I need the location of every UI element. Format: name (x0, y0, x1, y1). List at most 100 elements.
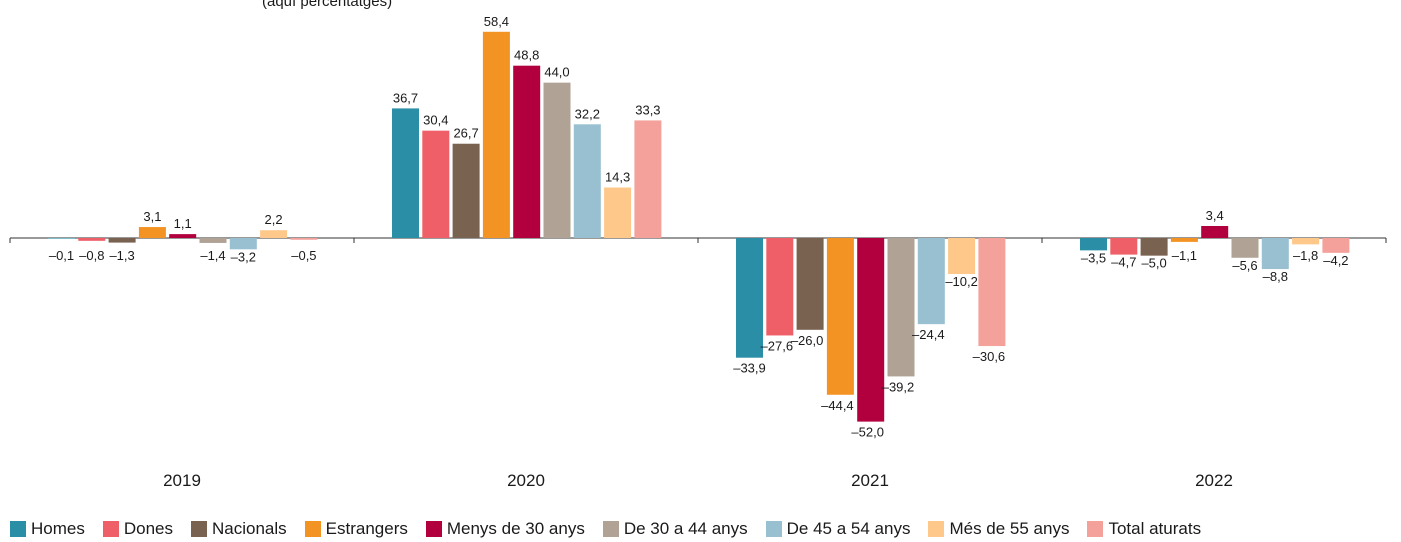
bar (452, 143, 480, 238)
legend-label: Dones (123, 519, 173, 538)
legend-item: Menys de 30 anys (425, 519, 585, 539)
data-label: –0,1 (49, 248, 74, 263)
legend-item: Nacionals (191, 519, 287, 539)
bar-chart: 2019 –0,1 –0,8 –1,3 3,1 1,1 –1,4 –3,2 2,2 –0,5 202… (9, 14, 1387, 490)
data-label: –1,3 (109, 248, 134, 263)
legend-item: Total aturats (1087, 519, 1201, 539)
bar (78, 238, 106, 241)
bar (1292, 238, 1320, 245)
bar (604, 187, 632, 238)
legend-swatch (191, 521, 207, 537)
data-label: 44,0 (544, 65, 569, 80)
bar (108, 238, 136, 243)
bar (948, 238, 976, 275)
bar (766, 238, 794, 336)
legend-swatch (1087, 521, 1104, 537)
legend-item: De 30 a 44 anys (602, 519, 748, 539)
bar (392, 108, 419, 239)
bar (229, 238, 257, 250)
bar (826, 238, 854, 395)
legend-swatch (102, 521, 119, 537)
bar (1080, 238, 1107, 251)
data-label: –0,8 (79, 248, 104, 263)
legend-label: De 45 a 54 anys (786, 519, 911, 538)
legend-label: Més de 55 anys (949, 519, 1070, 538)
data-label: 14,3 (605, 170, 630, 185)
bar (199, 238, 227, 243)
legend-swatch (425, 521, 442, 537)
bar (543, 82, 571, 238)
chart-legend: Homes Dones Nacionals Estrangers Menys de 30… (10, 518, 1201, 540)
data-label: 58,4 (484, 14, 509, 29)
data-label: –27,6 (761, 338, 794, 353)
data-label: –52,0 (851, 425, 884, 440)
data-label: 1,1 (174, 216, 192, 231)
bar (513, 65, 541, 239)
data-label: –44,4 (821, 398, 854, 413)
bar (634, 120, 662, 238)
data-label: –5,0 (1141, 256, 1166, 271)
data-label: –8,8 (1263, 269, 1288, 284)
data-label: 33,3 (635, 102, 660, 117)
category-label: 2020 (507, 471, 545, 490)
bar (1261, 238, 1289, 270)
data-label: 32,2 (575, 106, 600, 121)
data-label: –3,2 (231, 249, 256, 264)
bar (260, 230, 288, 238)
data-label: 30,4 (423, 113, 448, 128)
legend-label: Total aturats (1108, 519, 1202, 538)
bar (857, 238, 885, 422)
data-label: –4,7 (1111, 255, 1136, 270)
legend-item: Homes (10, 519, 85, 539)
data-label: –5,6 (1232, 258, 1257, 273)
data-label: –33,9 (733, 361, 766, 376)
category-label: 2021 (851, 471, 889, 490)
legend-swatch (602, 521, 619, 537)
bar (917, 238, 945, 325)
legend-label: Estrangers (325, 519, 408, 538)
bar (422, 130, 450, 238)
data-label: –24,4 (912, 327, 945, 342)
legend-label: Menys de 30 anys (446, 519, 585, 538)
bar (1231, 238, 1259, 258)
data-label: –3,5 (1081, 250, 1106, 265)
bar (978, 238, 1006, 347)
data-label: 3,1 (143, 209, 161, 224)
bar (48, 238, 75, 239)
legend-item: Més de 55 anys (928, 519, 1069, 539)
data-label: –26,0 (791, 333, 824, 348)
bar (796, 238, 824, 330)
bar (169, 234, 197, 238)
legend-swatch (304, 521, 321, 537)
data-label: –1,4 (200, 248, 225, 263)
category-label: 2019 (163, 471, 201, 490)
legend-item: De 45 a 54 anys (765, 519, 911, 539)
legend-swatch (10, 521, 26, 537)
data-label: –30,6 (973, 349, 1006, 364)
legend-item: Estrangers (304, 519, 408, 539)
data-label: 3,4 (1206, 208, 1224, 223)
bar (1322, 238, 1350, 253)
bar (887, 238, 915, 377)
bar (1140, 238, 1168, 256)
legend-item: Dones (102, 519, 173, 539)
data-label: –1,8 (1293, 248, 1318, 263)
data-label: 48,8 (514, 48, 539, 63)
data-label: –39,2 (882, 379, 915, 394)
data-label: –1,1 (1172, 248, 1197, 263)
data-label: 2,2 (265, 212, 283, 227)
legend-label: Nacionals (212, 519, 287, 538)
bar (482, 31, 510, 239)
bar (1110, 238, 1138, 255)
bar (290, 238, 318, 240)
data-label: –0,5 (291, 248, 316, 263)
category-label: 2022 (1195, 471, 1233, 490)
bar (573, 124, 601, 238)
bar (1170, 238, 1198, 242)
legend-swatch (765, 521, 782, 537)
chart-title-fragment: (aquí percentatges) (262, 0, 393, 10)
bar (138, 227, 166, 238)
legend-label: De 30 a 44 anys (623, 519, 748, 538)
data-label: 36,7 (393, 90, 418, 105)
legend-swatch (928, 521, 945, 537)
